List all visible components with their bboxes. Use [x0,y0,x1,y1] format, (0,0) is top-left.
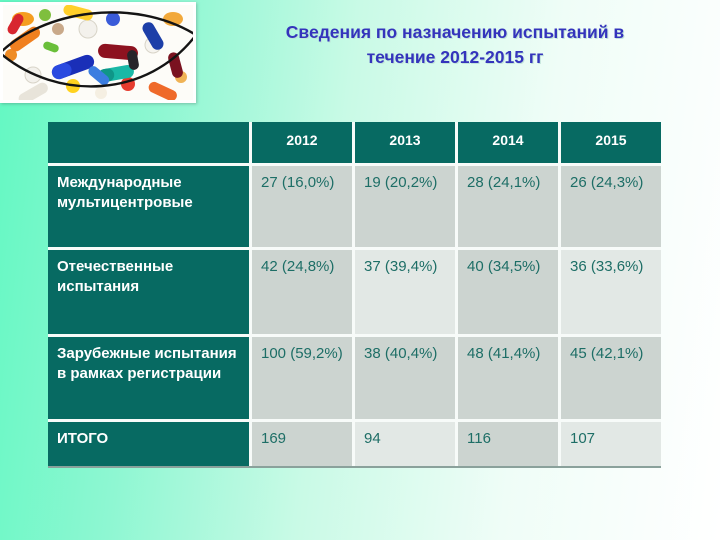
column-header-2015: 2015 [561,122,661,163]
table-cell: 40 (34,5%) [458,250,558,334]
pills-photo-icon [3,5,193,100]
row-label-foreign-registration: Зарубежные испытания в рамках регистраци… [48,337,249,419]
page-title-line1: Сведения по назначению испытаний в [285,22,625,42]
table-cell-total: 107 [561,422,661,466]
trials-table: 2012 2013 2014 2015 Международные мульти… [48,122,661,468]
table-cell: 26 (24,3%) [561,166,661,247]
page-title: Сведения по назначению испытаний в течен… [220,20,690,69]
page-title-line2: течение 2012-2015 гг [366,46,544,67]
table-cell: 42 (24,8%) [252,250,352,334]
table-cell: 37 (39,4%) [355,250,455,334]
table-cell: 48 (41,4%) [458,337,558,419]
pills-photo [0,2,196,103]
table-cell: 27 (16,0%) [252,166,352,247]
table-cell: 28 (24,1%) [458,166,558,247]
table-cell: 100 (59,2%) [252,337,352,419]
table-cell: 36 (33,6%) [561,250,661,334]
table-cell: 45 (42,1%) [561,337,661,419]
table-cell: 38 (40,4%) [355,337,455,419]
column-header-2014: 2014 [458,122,558,163]
row-label-domestic: Отечественные испытания [48,250,249,334]
column-header-2013: 2013 [355,122,455,163]
row-label-total: ИТОГО [48,422,249,466]
table-cell-total: 94 [355,422,455,466]
table-cell-total: 169 [252,422,352,466]
table-corner-cell [48,122,249,163]
row-label-international: Международные мультицентровые [48,166,249,247]
table-cell-total: 116 [458,422,558,466]
table-cell: 19 (20,2%) [355,166,455,247]
column-header-2012: 2012 [252,122,352,163]
